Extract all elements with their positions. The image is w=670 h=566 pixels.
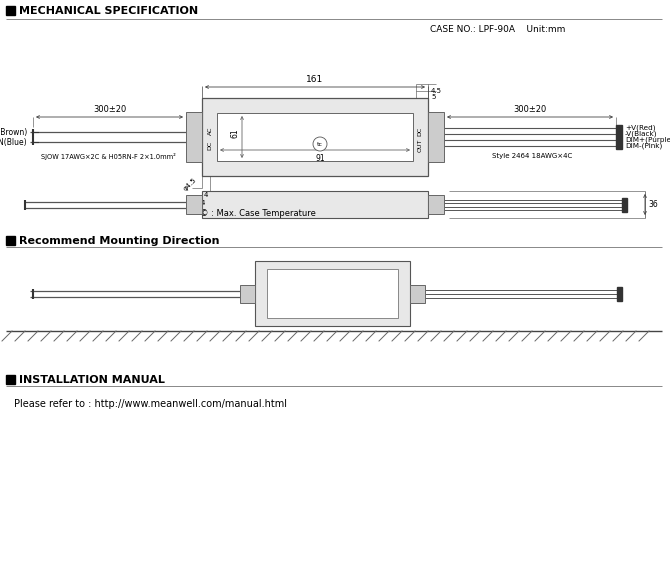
Bar xyxy=(267,269,398,318)
Text: DIM-(Pink): DIM-(Pink) xyxy=(625,143,662,149)
Text: -V(Black): -V(Black) xyxy=(625,131,657,137)
Text: · © : Max. Case Temperature: · © : Max. Case Temperature xyxy=(195,209,316,218)
Bar xyxy=(6,6,15,15)
Bar xyxy=(622,198,627,212)
Bar xyxy=(428,112,444,162)
Bar xyxy=(616,125,622,149)
Text: Please refer to : http://www.meanwell.com/manual.html: Please refer to : http://www.meanwell.co… xyxy=(14,399,287,409)
Text: Recommend Mounting Direction: Recommend Mounting Direction xyxy=(19,236,220,246)
Bar xyxy=(410,285,425,303)
Text: AC/N(Blue): AC/N(Blue) xyxy=(0,138,28,147)
Text: SJOW 17AWG×2C & H05RN-F 2×1.0mm²: SJOW 17AWG×2C & H05RN-F 2×1.0mm² xyxy=(41,153,176,160)
Bar xyxy=(6,236,15,245)
Text: AC/L(Brown): AC/L(Brown) xyxy=(0,127,28,136)
Text: DC: DC xyxy=(208,140,212,149)
Text: 36: 36 xyxy=(648,200,658,209)
Text: 61: 61 xyxy=(230,128,239,138)
Bar xyxy=(617,286,622,301)
Text: 4: 4 xyxy=(204,192,208,198)
Bar xyxy=(6,375,15,384)
Bar xyxy=(186,112,202,162)
Circle shape xyxy=(313,137,327,151)
Text: OUT: OUT xyxy=(417,138,423,152)
Text: +V(Red): +V(Red) xyxy=(625,125,655,131)
Text: MECHANICAL SPECIFICATION: MECHANICAL SPECIFICATION xyxy=(19,6,198,16)
Text: 5: 5 xyxy=(431,94,436,100)
Text: DIM+(Purple): DIM+(Purple) xyxy=(625,137,670,143)
Text: 4: 4 xyxy=(201,200,205,206)
Text: φ4.5: φ4.5 xyxy=(183,177,198,192)
Bar xyxy=(202,191,428,218)
Text: 300±20: 300±20 xyxy=(93,105,126,114)
Text: 300±20: 300±20 xyxy=(513,105,547,114)
Text: CASE NO.: LPF-90A    Unit:mm: CASE NO.: LPF-90A Unit:mm xyxy=(430,24,565,33)
Text: DC: DC xyxy=(417,126,423,136)
Bar xyxy=(217,113,413,161)
Text: AC: AC xyxy=(208,127,212,135)
Text: 4.5: 4.5 xyxy=(431,88,442,94)
Text: Style 2464 18AWG×4C: Style 2464 18AWG×4C xyxy=(492,153,572,159)
Bar xyxy=(240,285,255,303)
Bar xyxy=(202,98,428,176)
Bar xyxy=(255,261,410,326)
Bar xyxy=(186,195,202,214)
Bar xyxy=(428,195,444,214)
Text: 161: 161 xyxy=(306,75,324,84)
Text: tc: tc xyxy=(317,142,323,147)
Text: 91: 91 xyxy=(315,154,325,163)
Text: INSTALLATION MANUAL: INSTALLATION MANUAL xyxy=(19,375,165,385)
